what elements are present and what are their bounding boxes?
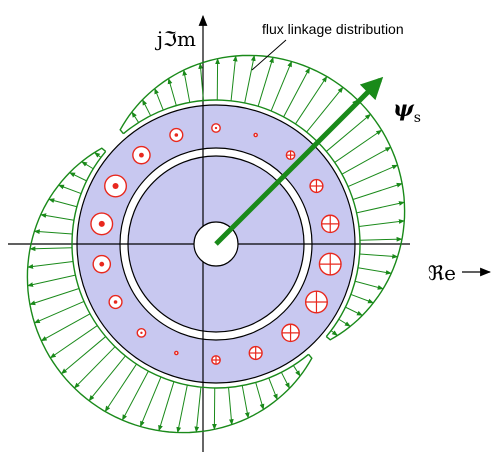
flux-lower-arrow — [139, 376, 162, 428]
flux-lower-arrow — [176, 385, 188, 434]
flux-upper-arrow — [270, 60, 293, 112]
conductor-dot-center — [139, 152, 144, 158]
conductor-dot-center — [214, 126, 218, 130]
flux-lower-arrow — [33, 229, 73, 235]
flux-upper-arrow — [345, 306, 363, 316]
flux-upper-arrow — [230, 55, 238, 101]
flux-lower-base-arc — [71, 150, 310, 389]
flux-lower-arrow — [49, 325, 98, 359]
flux-lower-arrow — [158, 381, 175, 432]
vector-subscript: s — [414, 110, 421, 126]
flux-upper-arrow — [356, 201, 405, 214]
flux-upper-arrow — [306, 86, 344, 133]
conductor-dot-center — [174, 133, 179, 137]
conductor-dot-center — [112, 182, 119, 190]
real-axis-label: ℜe — [428, 261, 456, 285]
conductor-dot-center — [99, 261, 105, 267]
conductor-dot-center — [98, 220, 105, 227]
flux-upper-arrow — [330, 330, 338, 336]
imag-axis-label: jℑm — [155, 27, 196, 51]
flux-upper-arrow — [359, 236, 403, 242]
flux-upper-arrow — [325, 113, 372, 152]
flux-upper-arrow — [257, 56, 274, 107]
flux-upper-arrow — [334, 129, 383, 163]
flux-upper-arrow — [198, 62, 204, 101]
flux-upper-arrow — [357, 267, 392, 275]
flux-lower-arrow — [194, 387, 202, 433]
flux-upper-arrow — [359, 253, 399, 259]
flux-upper-arrow — [338, 318, 351, 327]
flux-lower-arrow — [280, 372, 290, 389]
conductor-dot-center — [113, 300, 118, 304]
flux-caption: flux linkage distribution — [262, 21, 404, 37]
flux-lower-arrow — [292, 365, 301, 377]
flux-lower-arrow — [121, 370, 149, 421]
flux-upper-arrow — [131, 111, 140, 123]
flux-linkage-vector — [214, 76, 384, 246]
conductor-dot — [174, 350, 179, 356]
flux-upper-arrow — [347, 164, 399, 188]
flux-upper-arrow — [352, 182, 403, 200]
flux-lower-arrow — [40, 313, 91, 342]
flux-upper-arrow — [142, 99, 152, 116]
flux-lower-arrow — [58, 184, 82, 195]
flux-lower-arrow — [94, 152, 102, 158]
flux-upper-arrow — [244, 54, 256, 103]
conductor-cross — [253, 132, 258, 138]
flux-upper-arrow — [182, 69, 191, 103]
flux-upper-arrow — [341, 146, 392, 175]
flux-upper-arrow — [295, 76, 328, 125]
flux-upper-arrow — [354, 280, 384, 290]
flux-upper-arrow — [167, 77, 177, 106]
flux-lower-arrow — [27, 274, 76, 287]
flux-lower-arrow — [228, 387, 234, 426]
flux-lower-arrow — [268, 377, 278, 401]
caption-leader — [251, 39, 287, 71]
flux-lower-arrow — [48, 198, 78, 208]
flux-lower-arrow — [69, 172, 87, 182]
flux-lower-arrow — [40, 213, 75, 221]
flux-upper-arrow — [154, 87, 164, 111]
flux-lower-envelope — [26, 147, 313, 434]
flux-upper-arrow — [358, 219, 405, 227]
stator-conductors — [90, 123, 342, 365]
vector-label: ψs — [393, 96, 421, 126]
flux-lower-arrow — [81, 161, 94, 170]
flux-lower-arrow — [104, 363, 137, 412]
flux-lower-arrow — [241, 385, 250, 419]
flux-lower-arrow — [27, 261, 74, 269]
flux-upper-arrow — [283, 67, 311, 118]
flux-upper-arrow — [350, 293, 374, 304]
conductor-dot-center — [140, 331, 143, 335]
flux-lower-arrow — [73, 346, 116, 389]
flux-lower-arrow — [29, 288, 80, 306]
flux-lower-arrow — [33, 300, 85, 324]
vector-symbol: ψ — [393, 96, 415, 122]
flux-lower-arrow — [29, 246, 73, 252]
flux-lower-arrow — [88, 355, 126, 402]
flux-distribution-lower — [26, 147, 313, 434]
flux-lower-arrow — [60, 336, 107, 375]
flux-lower-arrow — [255, 382, 265, 411]
